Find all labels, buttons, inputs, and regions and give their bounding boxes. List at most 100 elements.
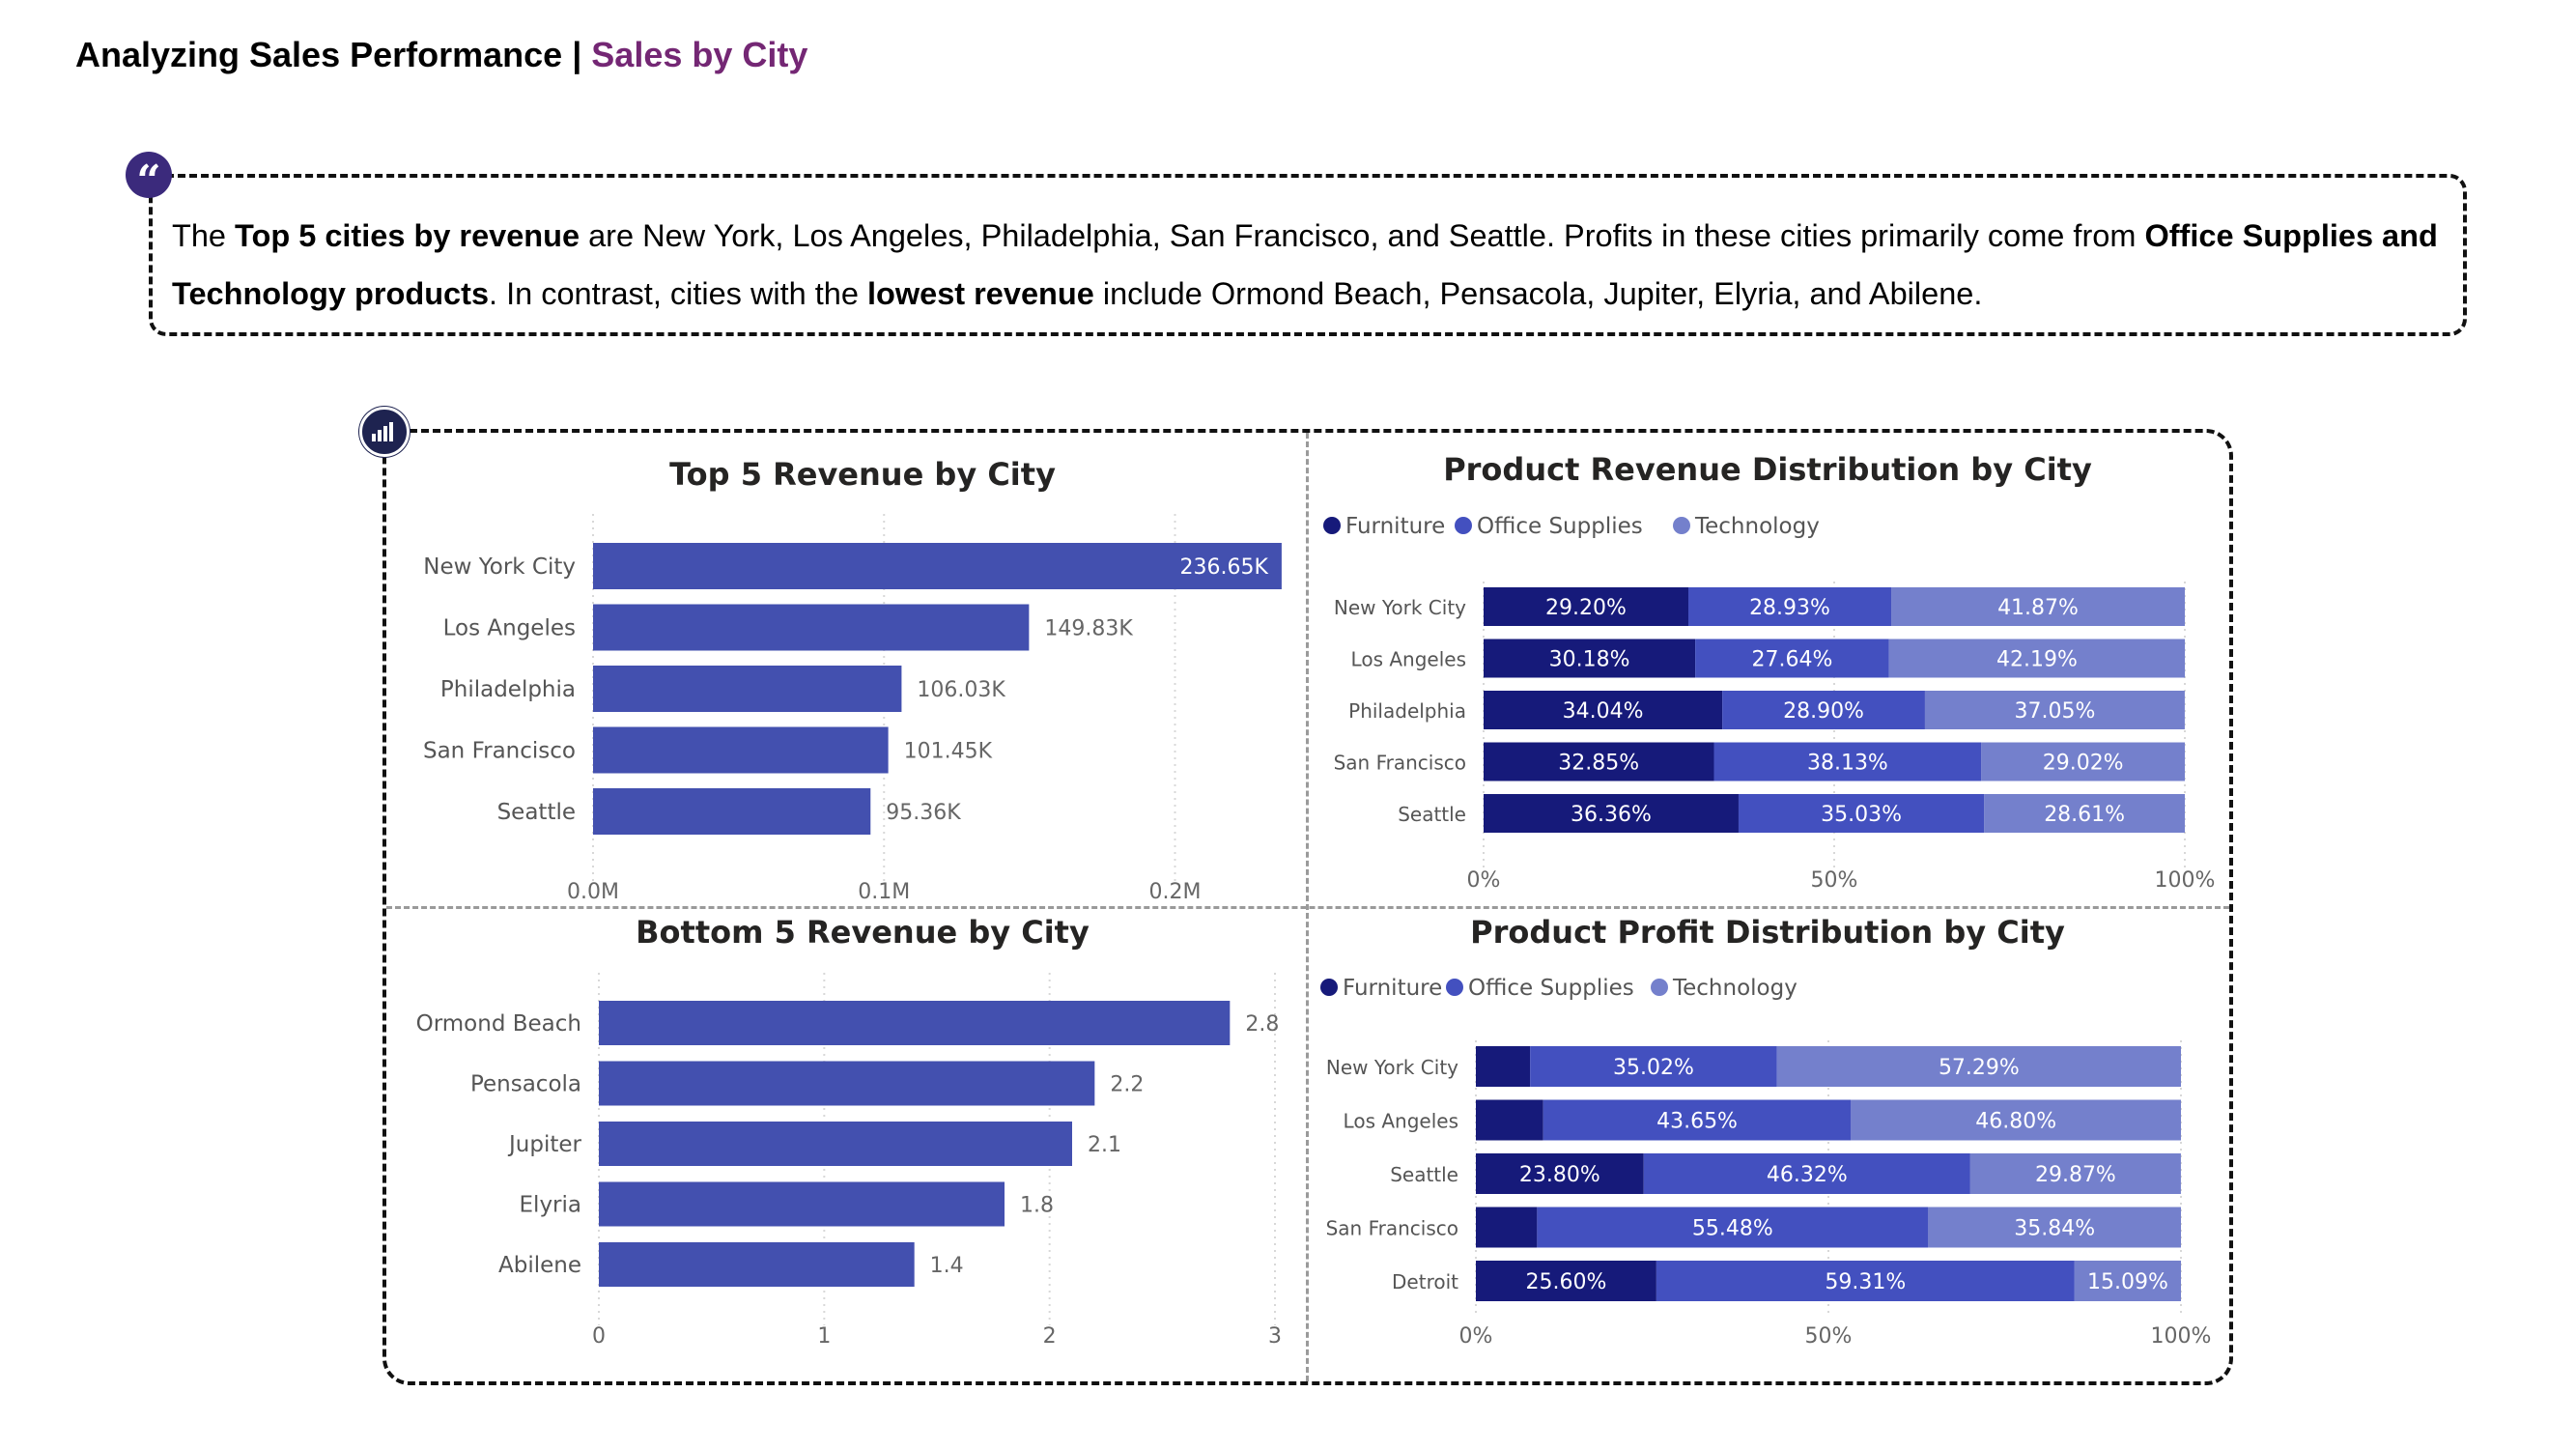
segment-label: 28.61% bbox=[2044, 803, 2125, 827]
data-label: 2.2 bbox=[1110, 1073, 1144, 1097]
legend-label: Furniture bbox=[1345, 514, 1445, 539]
segment-label: 23.80% bbox=[1519, 1163, 1600, 1187]
chart-title: Top 5 Revenue by City bbox=[669, 456, 1056, 493]
bar-segment bbox=[1687, 587, 1892, 626]
bar-segment bbox=[1476, 1153, 1644, 1194]
segment-label: 35.02% bbox=[1613, 1056, 1694, 1080]
bar-segment bbox=[1928, 1207, 2181, 1248]
legend-marker bbox=[1455, 517, 1472, 534]
bar-segment bbox=[1643, 1153, 1970, 1194]
bar-segment bbox=[1476, 1207, 1538, 1248]
segment-label: 34.04% bbox=[1563, 699, 1644, 724]
segment-label: 37.05% bbox=[2014, 699, 2095, 724]
quote-icon: “ bbox=[126, 152, 172, 206]
legend-marker bbox=[1323, 517, 1341, 534]
insight-segment: include Ormond Beach, Pensacola, Jupiter… bbox=[1093, 276, 1983, 311]
segment-label: 42.19% bbox=[1996, 648, 2078, 672]
category-label: Seattle bbox=[497, 800, 576, 825]
segment-label: 29.87% bbox=[2035, 1163, 2116, 1187]
segment-label: 29.20% bbox=[1545, 596, 1627, 620]
segment-label: 28.93% bbox=[1749, 596, 1830, 620]
category-label: Philadelphia bbox=[440, 677, 576, 702]
bar-segment bbox=[1537, 1207, 1929, 1248]
bar bbox=[599, 1181, 1005, 1227]
segment-label: 35.84% bbox=[2014, 1217, 2095, 1241]
data-label: 149.83K bbox=[1044, 617, 1133, 641]
segment-label: 59.31% bbox=[1825, 1270, 1906, 1294]
bar-segment bbox=[1530, 1046, 1777, 1087]
category-label: Seattle bbox=[1398, 803, 1466, 826]
bar bbox=[599, 1061, 1095, 1106]
segment-label: 25.60% bbox=[1525, 1270, 1606, 1294]
segment-label: 55.48% bbox=[1692, 1217, 1773, 1241]
bar-segment bbox=[1476, 1261, 1656, 1301]
page-title: Analyzing Sales Performance | Sales by C… bbox=[75, 35, 807, 75]
category-label: Philadelphia bbox=[1348, 699, 1466, 723]
category-label: Ormond Beach bbox=[416, 1011, 581, 1037]
category-label: New York City bbox=[1326, 1056, 1458, 1079]
data-label: 95.36K bbox=[886, 801, 961, 825]
segment-label: 35.03% bbox=[1821, 803, 1902, 827]
category-label: Abilene bbox=[498, 1253, 581, 1278]
bar-segment bbox=[1484, 691, 1723, 729]
segment-label: 32.85% bbox=[1558, 752, 1639, 776]
bar-segment bbox=[1695, 639, 1889, 678]
bar-segment bbox=[1484, 639, 1696, 678]
data-label: 236.65K bbox=[1180, 555, 1269, 580]
segment-label: 15.09% bbox=[2087, 1270, 2168, 1294]
category-label: New York City bbox=[423, 554, 576, 580]
bar bbox=[593, 604, 1030, 651]
panel-divider-horizontal bbox=[386, 906, 2229, 909]
x-tick-label: 1 bbox=[817, 1324, 831, 1349]
category-label: Jupiter bbox=[507, 1132, 582, 1157]
data-label: 1.4 bbox=[930, 1254, 964, 1278]
bar-segment bbox=[1851, 1099, 2181, 1141]
bar bbox=[593, 666, 902, 712]
bar-segment bbox=[1722, 691, 1925, 729]
bottom5-revenue-chart: Bottom 5 Revenue by City 0 1 2 3 Ormond Beach… bbox=[416, 914, 1282, 1349]
bar-segment bbox=[1738, 794, 1985, 833]
page-title-accent: Sales by City bbox=[591, 35, 808, 74]
segment-label: 43.65% bbox=[1656, 1110, 1738, 1134]
insight-segment: The bbox=[172, 218, 236, 253]
segment-label: 30.18% bbox=[1549, 648, 1630, 672]
x-tick-label: 100% bbox=[2155, 868, 2216, 893]
segment-label: 28.90% bbox=[1783, 699, 1864, 724]
bar bbox=[593, 543, 1282, 589]
bar-segment bbox=[1969, 1153, 2181, 1194]
bar-segment bbox=[1776, 1046, 2181, 1087]
insight-segment: . In contrast, cities with the bbox=[489, 276, 867, 311]
legend-marker bbox=[1446, 979, 1463, 996]
chart-panel bbox=[382, 429, 2233, 1385]
data-label: 2.1 bbox=[1088, 1133, 1121, 1157]
segment-label: 57.29% bbox=[1939, 1056, 2020, 1080]
bar-segment bbox=[1484, 742, 1714, 781]
x-tick-label: 100% bbox=[2151, 1324, 2212, 1349]
bar bbox=[599, 1001, 1231, 1045]
bar-segment bbox=[1484, 794, 1739, 833]
segment-label: 27.64% bbox=[1751, 648, 1832, 672]
page-title-main: Analyzing Sales Performance | bbox=[75, 35, 592, 74]
bar-segment bbox=[1888, 639, 2186, 678]
x-tick-label: 0% bbox=[1459, 1324, 1493, 1349]
legend-label: Office Supplies bbox=[1468, 976, 1634, 1001]
bar-segment bbox=[1484, 587, 1688, 626]
bar-segment bbox=[2074, 1261, 2181, 1301]
insight-segment: Office Supplies and Technology products bbox=[172, 218, 2438, 311]
product-revenue-distribution-chart: Product Revenue Distribution by City Furn… bbox=[1323, 451, 2216, 893]
legend-marker bbox=[1320, 979, 1338, 996]
x-tick-label: 50% bbox=[1805, 1324, 1853, 1349]
chart-title: Product Profit Distribution by City bbox=[1470, 914, 2065, 951]
category-label: Los Angeles bbox=[443, 616, 576, 641]
category-label: Detroit bbox=[1392, 1270, 1458, 1293]
x-tick-label: 0.1M bbox=[858, 880, 910, 904]
bar-segment bbox=[1476, 1046, 1531, 1087]
legend-label: Furniture bbox=[1343, 976, 1442, 1001]
category-label: New York City bbox=[1334, 596, 1466, 619]
bar-segment bbox=[1981, 742, 2185, 781]
x-tick-label: 2 bbox=[1043, 1324, 1057, 1349]
legend-marker bbox=[1651, 979, 1668, 996]
legend-label: Office Supplies bbox=[1477, 514, 1643, 539]
bar bbox=[599, 1242, 915, 1287]
bar bbox=[593, 726, 889, 774]
